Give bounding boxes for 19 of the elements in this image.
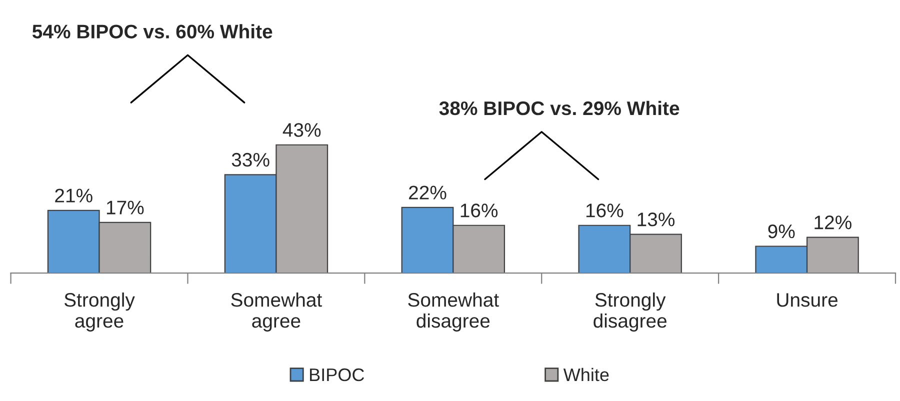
data-label: 33% xyxy=(232,152,270,167)
x-tick-label: Unsure xyxy=(777,293,838,307)
text: 38% BIPOC vs. 29% White xyxy=(439,100,680,116)
data-label: 12% xyxy=(814,216,852,230)
data-label: 16% xyxy=(586,204,624,218)
x-tick-label: Strongly agree xyxy=(64,292,135,332)
data-label: 21% xyxy=(55,188,92,202)
x-tick-label: Somewhat disagree xyxy=(408,292,499,332)
data-label: 9% xyxy=(768,224,795,238)
legend-label: White xyxy=(563,368,609,382)
x-tick-label: Somewhat agree xyxy=(231,292,322,332)
data-label: 17% xyxy=(106,200,144,214)
data-label: 22% xyxy=(409,186,446,200)
legend-label: BIPOC xyxy=(310,368,364,382)
data-label: 43% xyxy=(282,123,321,137)
x-tick-label: Strongly disagree xyxy=(594,292,667,332)
data-label: 13% xyxy=(638,212,675,226)
data-label: 16% xyxy=(460,204,498,218)
text: 54% BIPOC vs. 60% White xyxy=(32,24,272,38)
